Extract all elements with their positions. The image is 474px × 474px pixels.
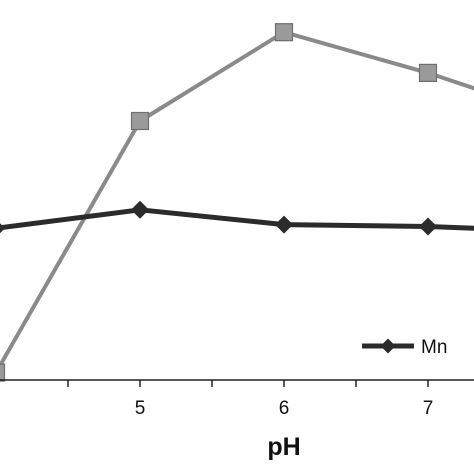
point-mn-2 bbox=[275, 215, 293, 234]
x-tick-label-5: 5 bbox=[135, 398, 146, 419]
legend-marker-mn bbox=[380, 338, 396, 354]
series-line-mn bbox=[0, 207, 474, 231]
point-series-2-3 bbox=[418, 63, 438, 83]
point-mn-1 bbox=[131, 200, 149, 219]
legend-label-mn: Mn bbox=[421, 337, 447, 358]
series-mn bbox=[0, 200, 474, 236]
x-axis-title: pH bbox=[267, 433, 300, 461]
x-tick-labels: 5 6 7 bbox=[135, 398, 434, 419]
series-layer bbox=[0, 23, 474, 382]
point-mn-3 bbox=[419, 217, 437, 236]
x-tick-label-6: 6 bbox=[279, 398, 290, 419]
series-line-series-2 bbox=[0, 30, 474, 370]
legend: Mn bbox=[362, 337, 447, 358]
x-tick-label-7: 7 bbox=[423, 398, 434, 419]
point-series-2-2 bbox=[274, 23, 294, 42]
series-series-2 bbox=[0, 23, 474, 382]
point-series-2-0 bbox=[0, 363, 6, 382]
point-series-2-1 bbox=[130, 111, 150, 131]
point-mn-0 bbox=[0, 223, 5, 234]
x-ticks bbox=[67, 380, 429, 387]
